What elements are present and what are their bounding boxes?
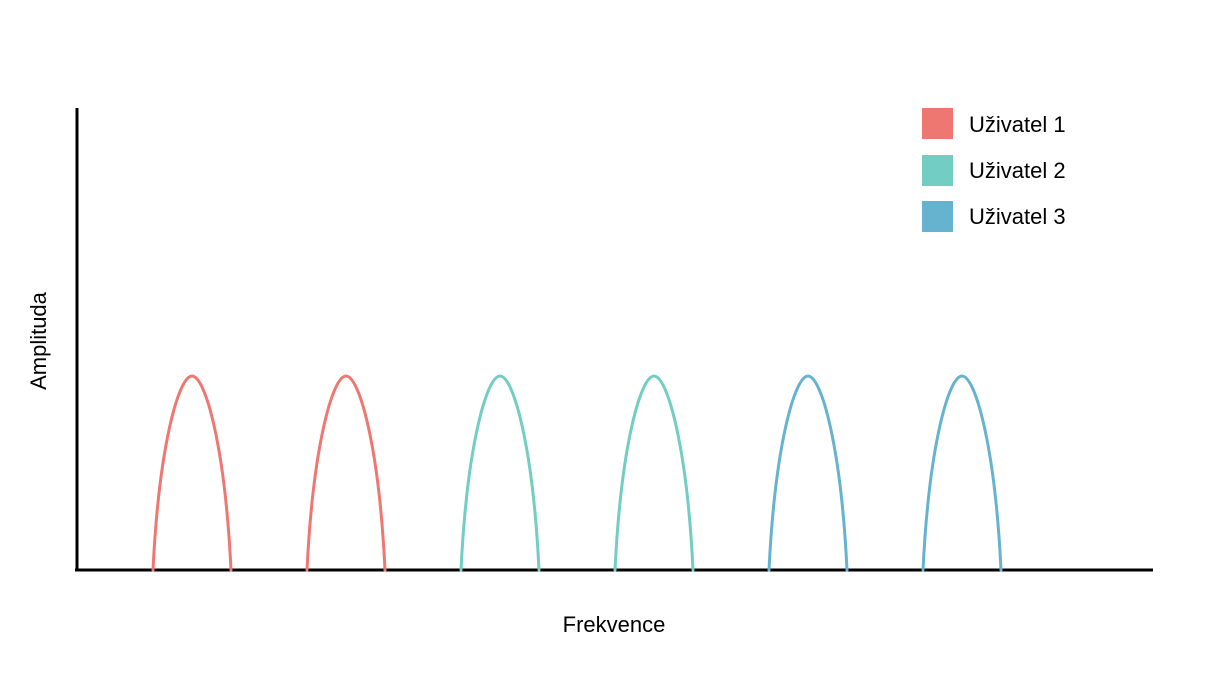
legend-item: Uživatel 1 [922, 108, 1066, 139]
peak-series-1-2 [305, 374, 387, 572]
peak-series-2-3 [459, 374, 541, 572]
legend-item: Uživatel 3 [922, 201, 1066, 232]
legend-item: Uživatel 2 [922, 155, 1066, 186]
legend-swatch [922, 201, 953, 232]
legend-label: Uživatel 1 [969, 112, 1066, 137]
peak-series-1-1 [151, 374, 233, 572]
legend-swatch [922, 155, 953, 186]
y-axis-label: Amplituda [26, 291, 51, 390]
series-peaks [151, 374, 1003, 572]
x-axis-label: Frekvence [563, 612, 666, 637]
peak-series-2-4 [613, 374, 695, 572]
peak-series-3-5 [767, 374, 849, 572]
legend-label: Uživatel 3 [969, 204, 1066, 229]
legend: Uživatel 1 Uživatel 2 Uživatel 3 [922, 108, 1066, 232]
peak-series-3-6 [921, 374, 1003, 572]
legend-label: Uživatel 2 [969, 158, 1066, 183]
legend-swatch [922, 108, 953, 139]
